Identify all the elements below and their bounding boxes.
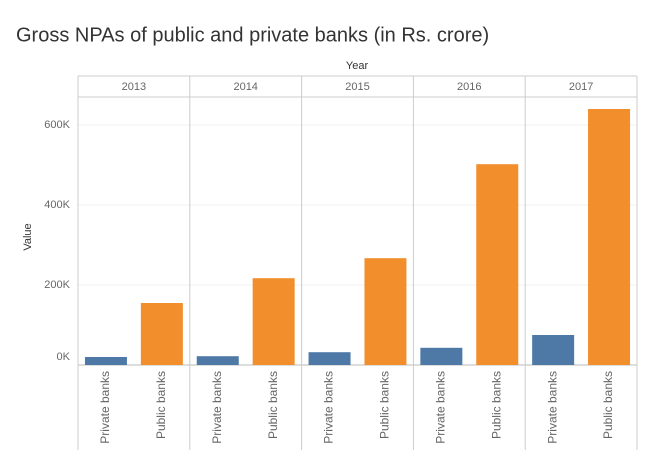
- bar: [308, 352, 351, 365]
- y-tick-label: 600K: [44, 119, 70, 131]
- x-tick-label: Public banks: [154, 371, 168, 439]
- x-tick-label: Public banks: [378, 371, 392, 439]
- column-label: 2014: [233, 81, 257, 93]
- column-label: 2013: [122, 81, 146, 93]
- bar: [84, 357, 127, 365]
- column-header: Year: [346, 60, 369, 72]
- y-axis-label: Value: [22, 223, 34, 250]
- x-tick-label: Private banks: [434, 371, 448, 444]
- bar: [140, 303, 183, 365]
- y-tick-label: 200K: [44, 279, 70, 291]
- x-tick-label: Public banks: [266, 371, 280, 439]
- x-tick-label: Private banks: [545, 371, 559, 444]
- bar: [252, 278, 295, 365]
- x-tick-label: Public banks: [489, 371, 503, 439]
- bar: [532, 335, 575, 365]
- bar: [420, 347, 463, 365]
- bar: [588, 109, 631, 365]
- bar: [364, 258, 407, 365]
- x-tick-label: Public banks: [601, 371, 615, 439]
- x-tick-label: Private banks: [322, 371, 336, 444]
- chart-title: Gross NPAs of public and private banks (…: [16, 24, 489, 46]
- y-tick-label: 0K: [57, 351, 71, 363]
- y-tick-label: 400K: [44, 199, 70, 211]
- column-label: 2017: [569, 81, 593, 93]
- x-tick-label: Private banks: [98, 371, 112, 444]
- x-tick-label: Private banks: [210, 371, 224, 444]
- bar: [476, 164, 519, 365]
- column-label: 2016: [457, 81, 481, 93]
- column-label: 2015: [345, 81, 369, 93]
- bar: [196, 356, 239, 365]
